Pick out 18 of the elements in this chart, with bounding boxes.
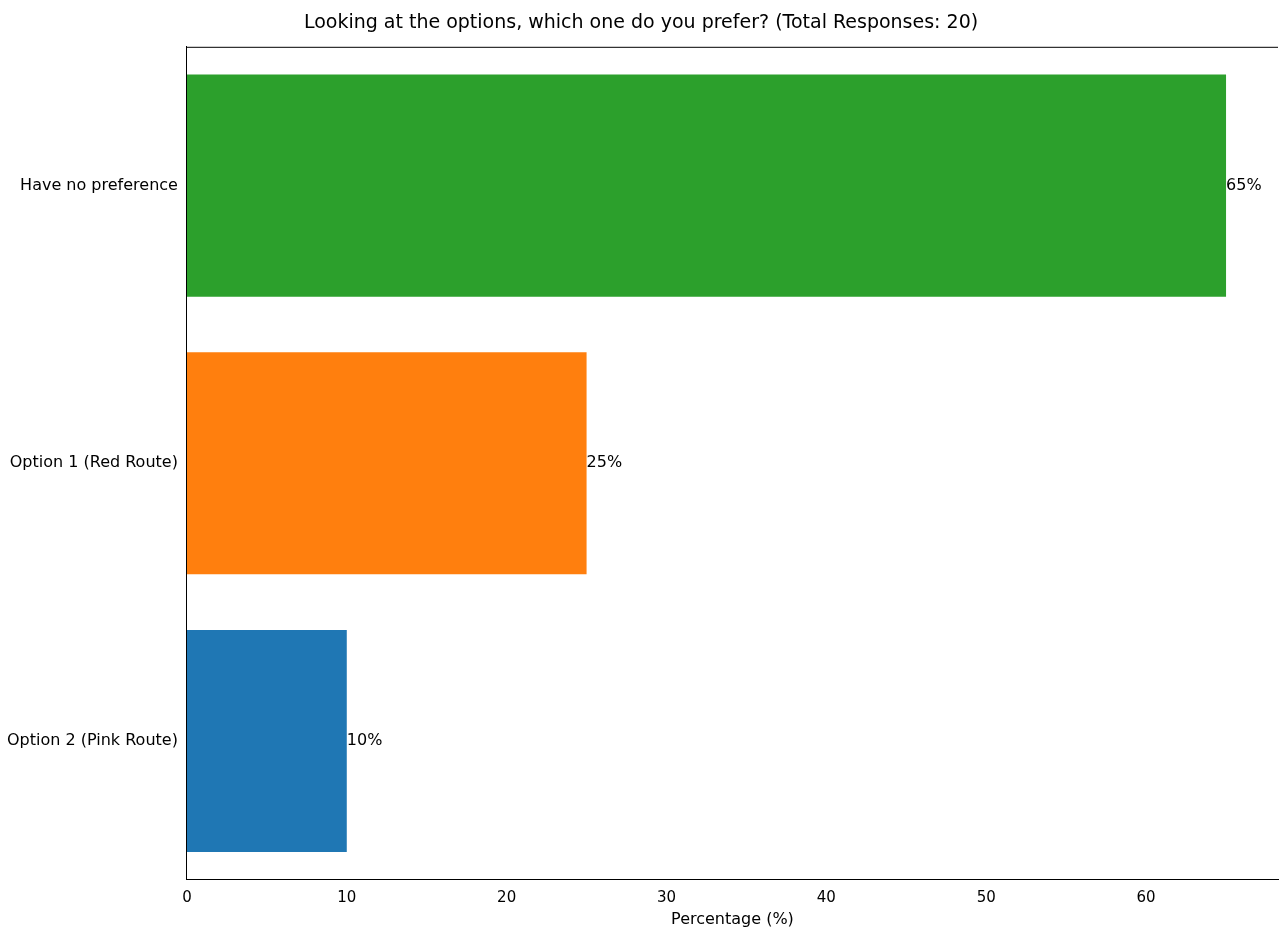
bar [186,629,347,853]
x-axis-title: Percentage (%) [671,908,794,928]
x-tick-label: 20 [497,887,517,906]
data-label: 10% [346,730,383,750]
y-tick-label: Option 2 (Pink Route) [6,730,178,750]
x-tick-label: 10 [337,887,357,906]
chart-title: Looking at the options, which one do you prefer? (Total Responses: 20) [303,10,979,33]
x-tick-label: 40 [816,887,836,906]
data-label: 25% [586,452,623,472]
bar [186,352,587,575]
x-tick-label: 60 [1136,887,1156,906]
data-label: 65% [1226,174,1262,194]
x-tick-label: 50 [976,887,996,906]
y-tick-label: Have no preference [20,174,178,194]
x-tick-label: 0 [182,887,192,906]
bar [186,74,1227,297]
y-tick-label: Option 1 (Red Route) [9,452,178,472]
x-tick-label: 30 [656,887,677,906]
